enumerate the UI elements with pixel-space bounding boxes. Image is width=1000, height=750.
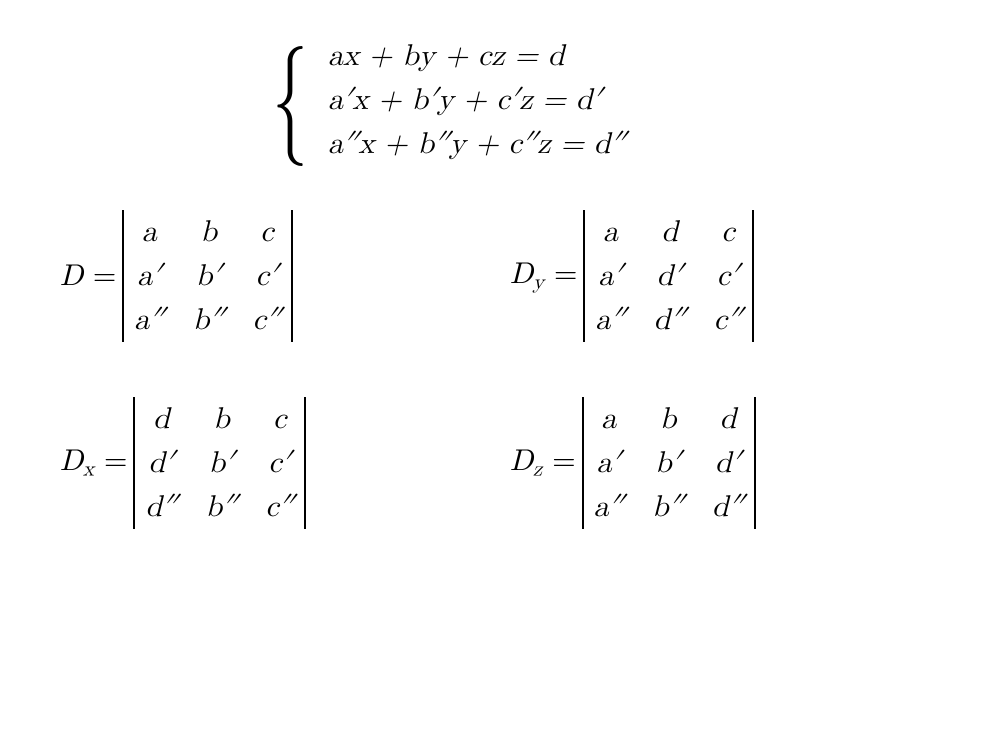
det-Dy-matrix: a d c a′ d′ c′ a″ d″ c″ [583,210,754,342]
det-D-matrix: a b c a′ b′ c′ a″ b″ c″ [122,210,293,342]
equation-1: ax + by + cz = d [328,34,626,78]
determinant-Dy: Dy = a d c a′ d′ c′ a″ d″ c″ [510,210,920,342]
vbar-icon [304,397,306,529]
det-Dz-matrix: a b d a′ b′ d′ a″ b″ d″ [582,397,756,529]
equation-system: { ax + by + cz = d a′x + b′y + c′z = d′ … [260,30,1000,170]
vbar-icon [291,210,293,342]
determinant-Dz: Dz = a b d a′ b′ d′ a″ b″ d″ [510,397,920,529]
page: { ax + by + cz = d a′x + b′y + c′z = d′ … [0,0,1000,529]
label-Dz: Dz = [510,443,576,482]
equation-lines: ax + by + cz = d a′x + b′y + c′z = d′ a″… [328,30,626,170]
label-Dx: Dx = [60,443,127,482]
determinant-Dx: Dx = d b c d′ b′ c′ d″ b″ c″ [60,397,470,529]
label-Dy: Dy = [510,256,577,295]
equation-3: a″x + b″y + c″z = d″ [328,122,626,166]
determinant-D: D = a b c a′ b′ c′ a″ b″ c″ [60,210,470,342]
label-D: D = [60,258,116,294]
determinants-grid: D = a b c a′ b′ c′ a″ b″ c″ Dy = [60,210,920,529]
vbar-icon [754,397,756,529]
vbar-icon [752,210,754,342]
det-Dx-matrix: d b c d′ b′ c′ d″ b″ c″ [133,397,306,529]
equation-2: a′x + b′y + c′z = d′ [328,78,626,122]
left-brace-icon: { [272,30,308,170]
